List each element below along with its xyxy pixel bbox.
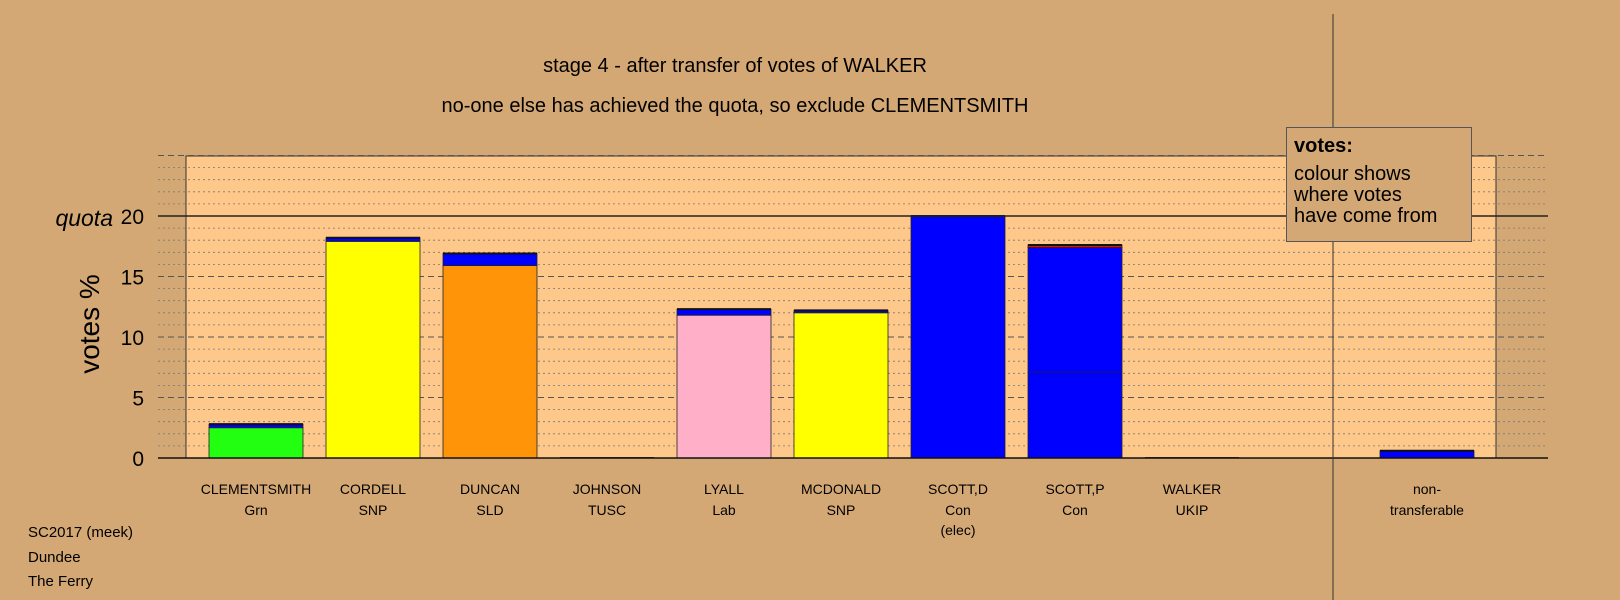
candidate-name-label: DUNCAN [460,481,520,497]
bar-segment [1379,450,1475,459]
footer-election: SC2017 (meek) [28,524,134,541]
bar-segment [442,253,538,267]
bar-segment [1027,247,1123,373]
candidate-party-label: TUSC [588,502,626,518]
bar-segment [793,312,889,459]
bar-segment [676,314,772,459]
bars [208,215,1475,459]
footer-council: Dundee [28,548,81,566]
candidate-party-label: SNP [359,502,388,518]
bar-segment [910,215,1006,459]
legend-title: votes: [1294,135,1353,157]
candidate-party-label: UKIP [1176,502,1209,518]
bar-segment [442,265,538,459]
chart-title: stage 4 - after transfer of votes of WAL… [543,55,927,77]
y-tick-label: 10 [121,327,144,350]
legend-line-1: colour shows [1294,163,1411,185]
legend-line-3: have come from [1294,205,1438,227]
candidate-party-label: SNP [827,502,856,518]
candidate-name-label: CLEMENTSMITH [201,481,311,497]
candidate-party-label: Lab [712,502,736,518]
candidate-name-label: MCDONALD [801,481,881,497]
candidate-name-label: SCOTT,P [1045,481,1104,497]
candidate-party-label: Con [945,502,971,518]
chart-subtitle: no-one else has achieved the quota, so e… [442,95,1029,117]
legend-line-2: where votes [1294,184,1402,206]
bar-segment [208,427,304,459]
candidate-party-label: Con [1062,502,1088,518]
candidate-party-label: SLD [476,502,503,518]
bar-segment [325,241,421,459]
footer-info: SC2017 (meek) Dundee The Ferry [28,521,133,595]
candidate-name-label: WALKER [1163,481,1222,497]
bar-segment [1027,371,1123,459]
candidate-name-label: SCOTT,D [928,481,988,497]
nontransferable-label: transferable [1390,502,1464,518]
labels: CLEMENTSMITH Grn CORDELL SNP DUNCAN SLD JOHNSO… [201,481,1464,538]
candidate-name-label: JOHNSON [573,481,641,497]
y-tick-label: 15 [121,267,144,290]
y-tick-label: 20 [121,206,144,229]
legend: votes: colour shows where votes have com… [1286,127,1472,242]
y-tick-label: 5 [132,388,144,411]
candidate-note-label: (elec) [940,522,975,538]
nontransferable-label: non- [1413,481,1441,497]
candidate-name-label: LYALL [704,481,744,497]
footer-ward: The Ferry [28,573,94,590]
y-axis-label: votes % [74,274,105,374]
candidate-party-label: Grn [244,502,267,518]
quota-label: quota [55,205,113,231]
candidate-name-label: CORDELL [340,481,406,497]
y-tick-label: 0 [132,448,144,471]
